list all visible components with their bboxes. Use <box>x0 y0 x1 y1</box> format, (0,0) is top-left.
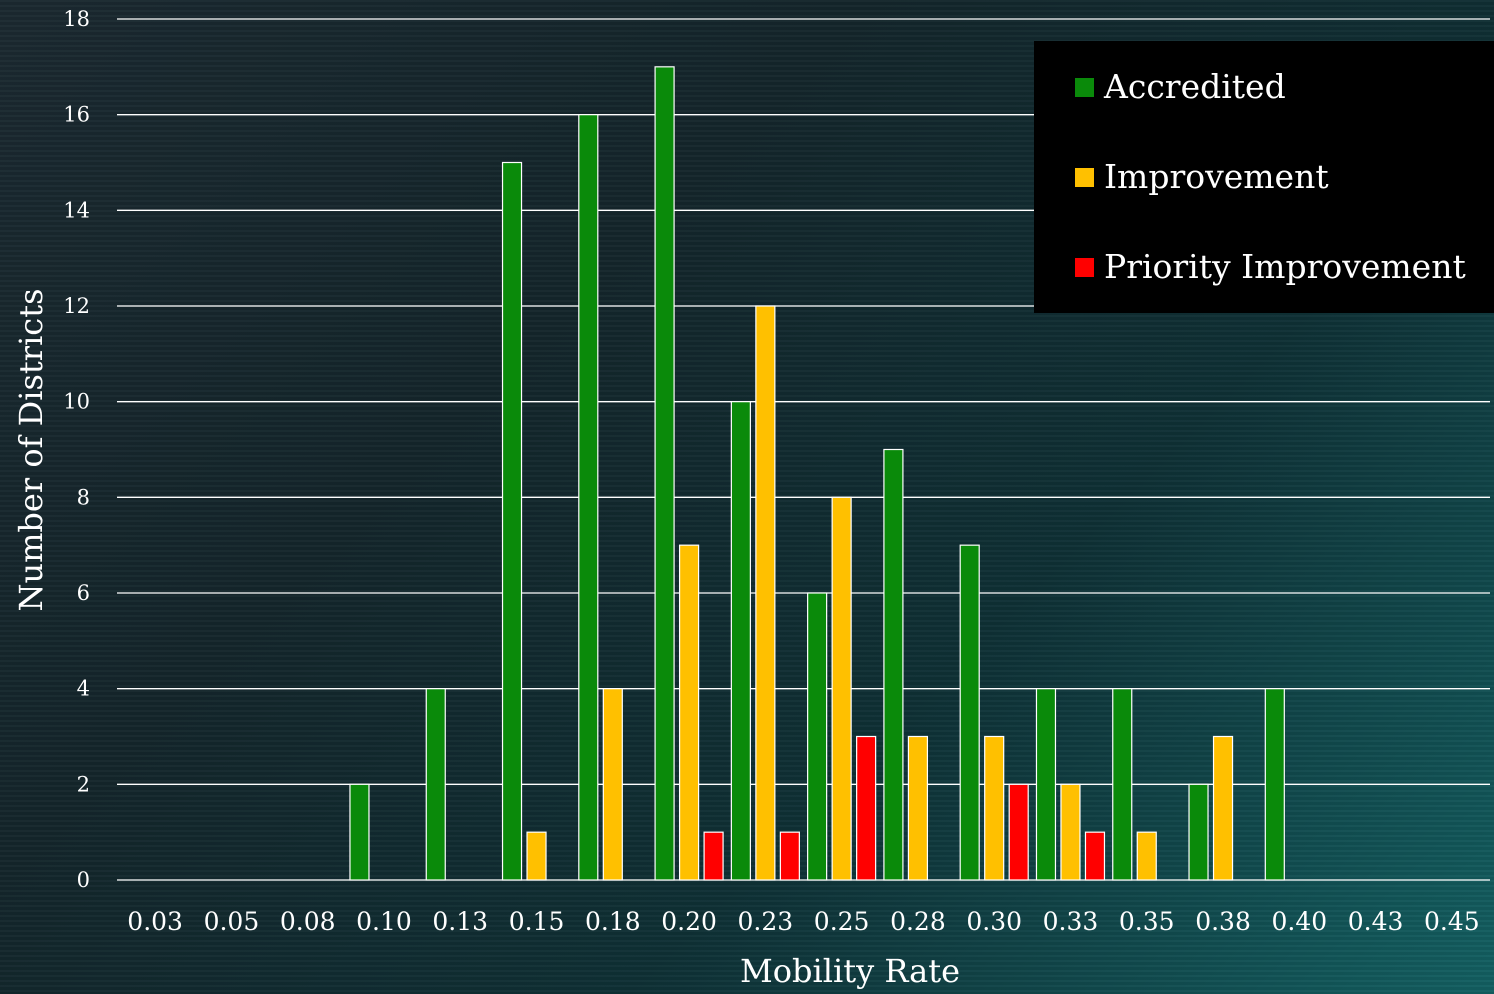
bar-priority-improvement <box>779 831 800 881</box>
bar-accredited <box>1264 688 1285 881</box>
bar-improvement <box>678 544 700 881</box>
bar-accredited <box>501 161 523 881</box>
x-tick-label: 0.28 <box>890 907 946 936</box>
x-tick-label: 0.38 <box>1195 907 1251 936</box>
y-tick-label: 16 <box>63 103 90 127</box>
x-tick-label: 0.18 <box>585 907 641 936</box>
bar-improvement <box>831 496 852 881</box>
bar-improvement <box>907 735 929 881</box>
bar-improvement <box>984 735 1005 881</box>
x-tick-label: 0.08 <box>280 907 336 936</box>
x-tick-label: 0.05 <box>204 907 260 936</box>
legend-label: Accredited <box>1103 67 1286 106</box>
bar-priority-improvement <box>1008 783 1029 881</box>
bar-accredited <box>1188 783 1209 881</box>
y-tick-label: 2 <box>77 772 90 796</box>
bar-accredited <box>730 401 751 881</box>
y-tick-labels: 0 2 4 6 8 10 12 14 16 18 <box>63 7 90 892</box>
legend-items: Accredited Improvement Priority Improvemen… <box>1075 67 1466 286</box>
legend-swatch <box>1075 78 1094 97</box>
bar-accredited <box>425 688 446 881</box>
y-tick-label: 6 <box>77 581 90 605</box>
x-tick-label: 0.30 <box>966 907 1022 936</box>
bar-improvement <box>755 305 776 881</box>
x-tick-label: 0.20 <box>661 907 717 936</box>
legend-box <box>1034 41 1494 313</box>
x-tick-label: 0.40 <box>1271 907 1327 936</box>
bars <box>349 66 1285 881</box>
x-tick-label: 0.43 <box>1348 907 1404 936</box>
y-tick-label: 10 <box>63 390 90 414</box>
x-tick-label: 0.23 <box>738 907 794 936</box>
x-tick-labels: 0.03 0.05 0.08 0.10 0.13 0.15 0.18 0.20 0.23 0.25… <box>127 907 1479 936</box>
y-tick-label: 18 <box>63 7 90 31</box>
y-axis-title: Number of Districts <box>12 288 50 611</box>
x-tick-label: 0.35 <box>1119 907 1175 936</box>
y-tick-label: 8 <box>77 485 90 509</box>
bar-accredited <box>807 592 828 881</box>
y-tick-label: 12 <box>63 294 90 318</box>
x-tick-label: 0.15 <box>509 907 565 936</box>
x-tick-label: 0.45 <box>1424 907 1480 936</box>
bar-accredited <box>1035 688 1057 881</box>
legend: Accredited Improvement Priority Improvemen… <box>1034 41 1494 313</box>
bar-improvement <box>602 688 623 881</box>
bar-improvement <box>526 831 547 881</box>
x-tick-label: 0.25 <box>814 907 870 936</box>
bar-improvement <box>1136 831 1157 881</box>
bar-accredited <box>578 114 599 881</box>
bar-accredited <box>959 544 980 881</box>
bar-accredited <box>1112 688 1133 881</box>
bar-priority-improvement <box>1084 831 1106 881</box>
bar-improvement <box>1060 783 1081 881</box>
bar-accredited <box>883 448 904 881</box>
x-tick-label: 0.33 <box>1043 907 1099 936</box>
bar-accredited <box>349 783 370 881</box>
bar-priority-improvement <box>703 831 724 881</box>
legend-swatch <box>1075 258 1094 277</box>
legend-label: Priority Improvement <box>1104 247 1466 286</box>
y-tick-label: 0 <box>77 868 90 892</box>
x-tick-label: 0.03 <box>127 907 183 936</box>
y-tick-label: 14 <box>63 198 90 222</box>
bar-accredited <box>654 66 675 881</box>
x-axis-title: Mobility Rate <box>740 952 960 990</box>
y-tick-label: 4 <box>77 677 90 701</box>
x-tick-label: 0.13 <box>432 907 488 936</box>
bar-priority-improvement <box>856 735 877 881</box>
legend-label: Improvement <box>1104 157 1329 196</box>
legend-swatch <box>1075 168 1094 187</box>
x-tick-label: 0.10 <box>356 907 412 936</box>
bar-improvement <box>1212 735 1234 881</box>
